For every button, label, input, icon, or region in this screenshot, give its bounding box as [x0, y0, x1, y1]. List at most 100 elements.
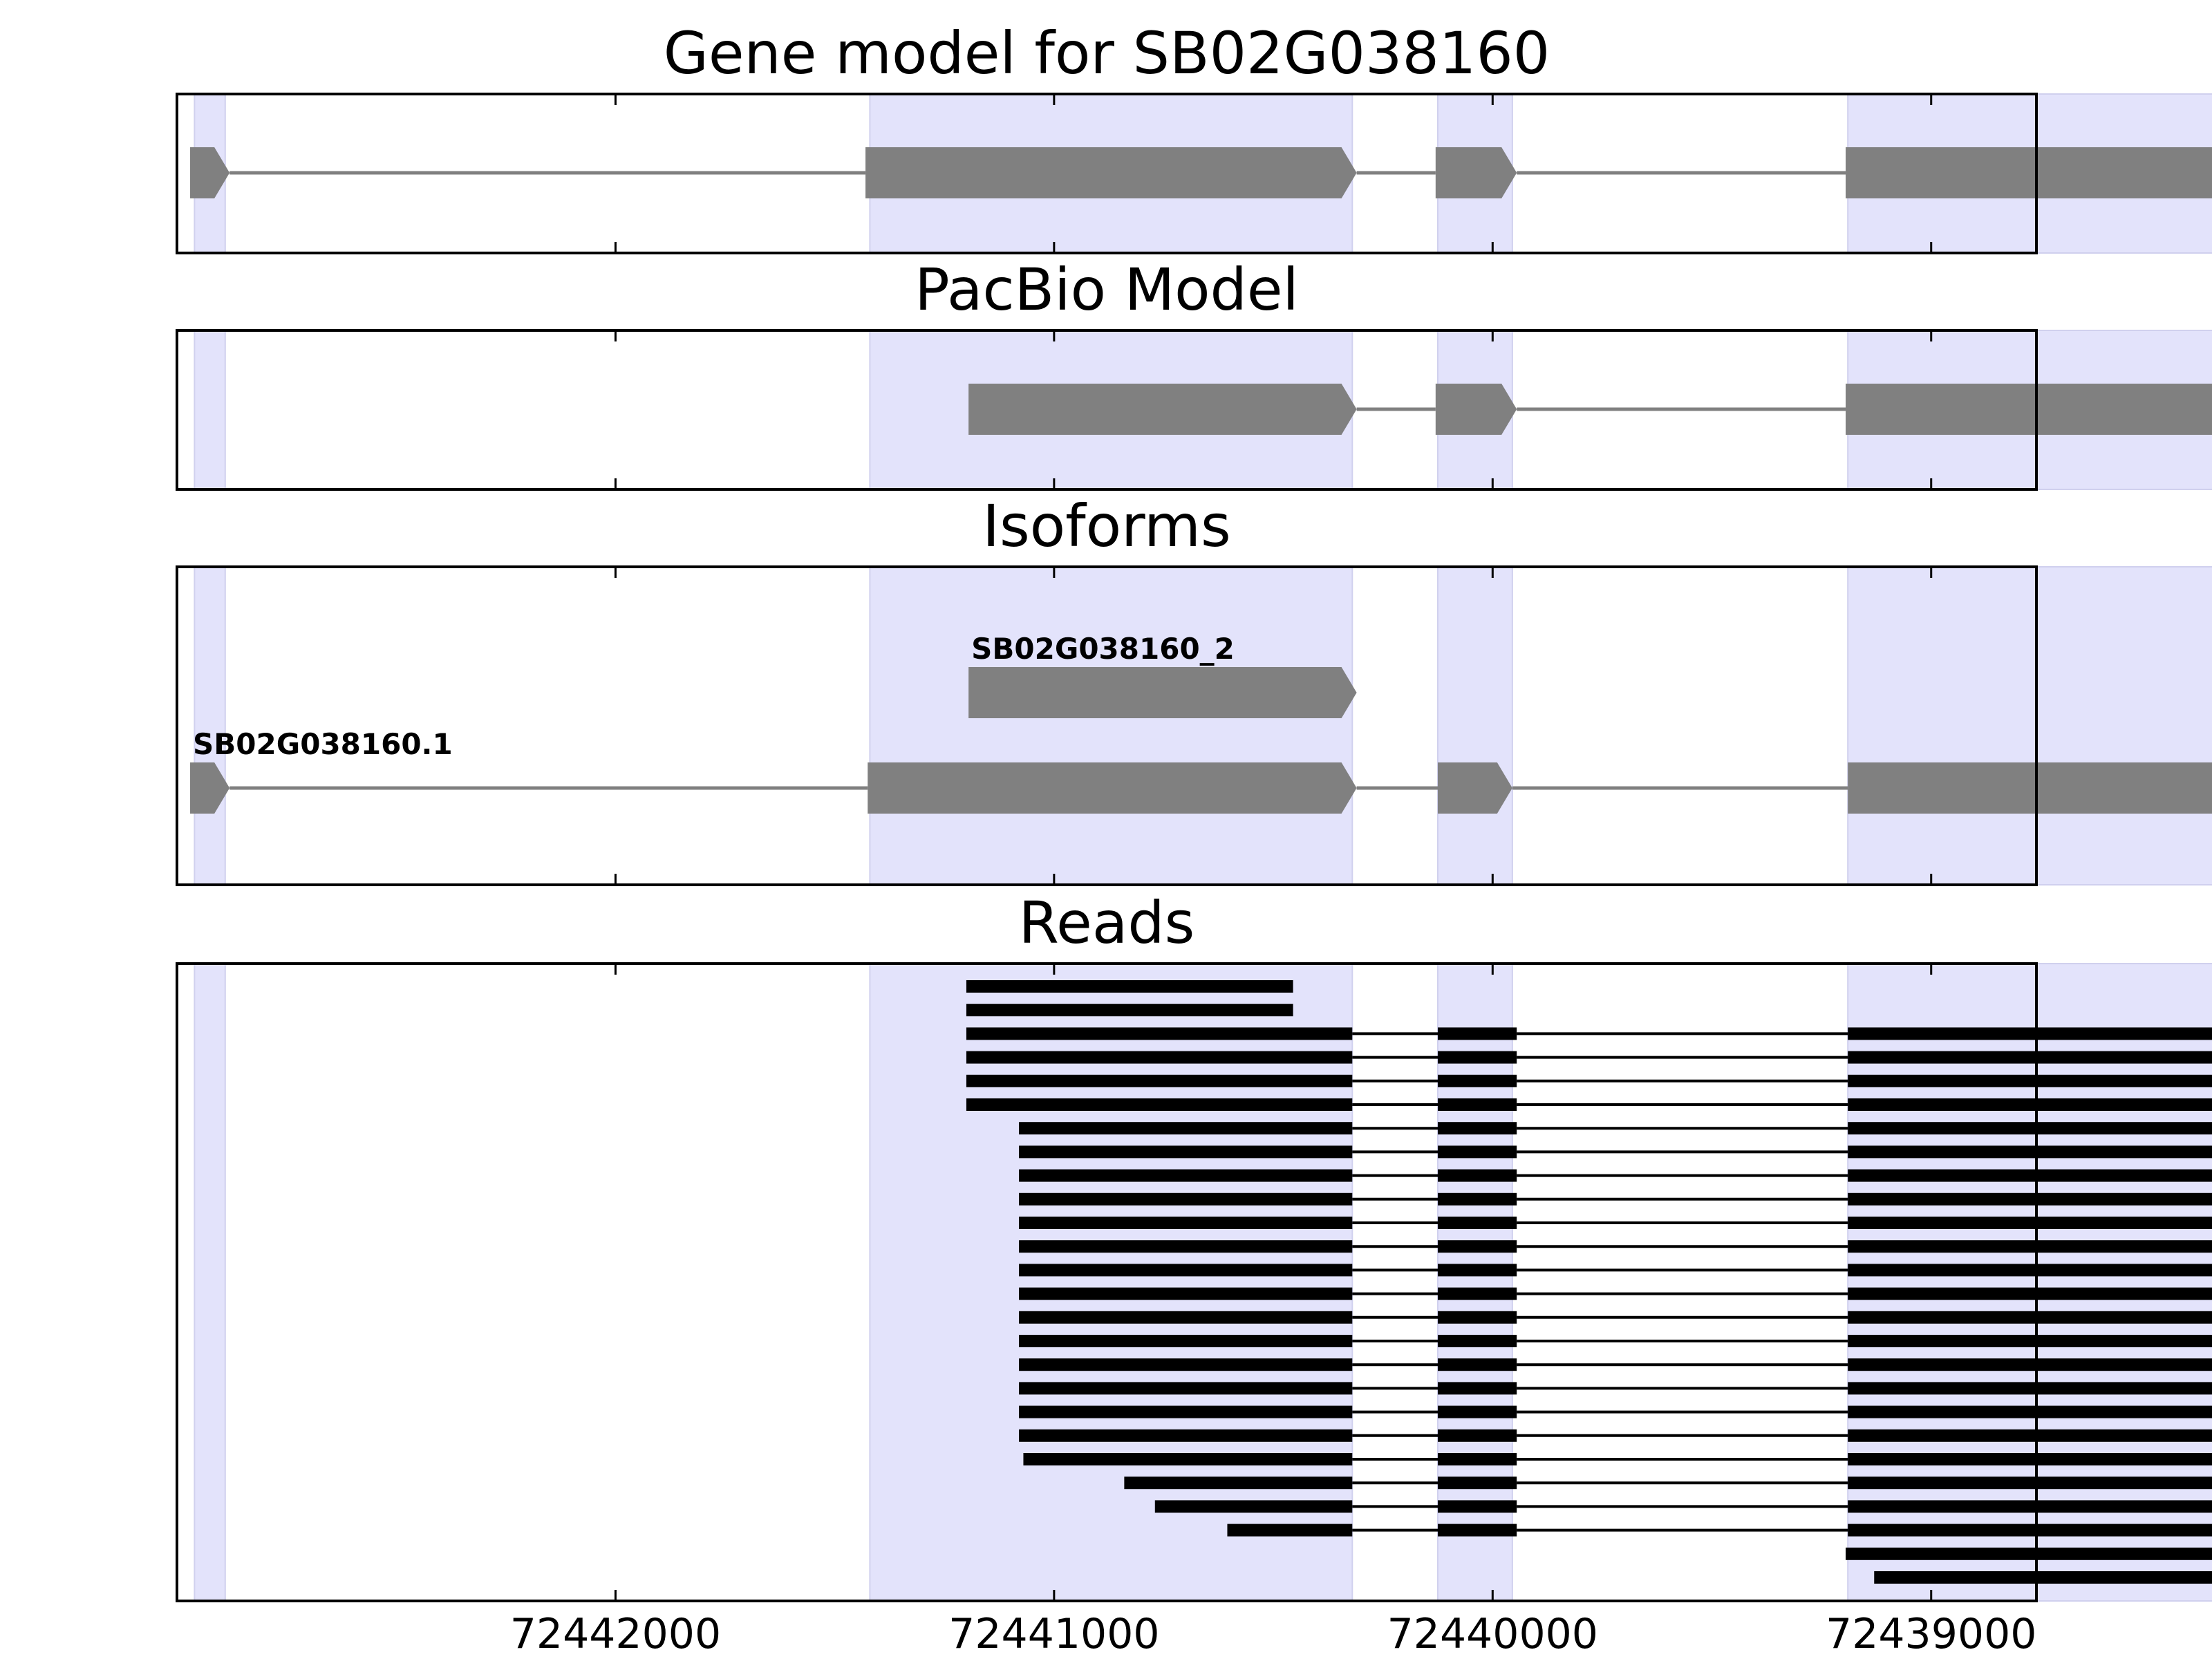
- exon-block: [1846, 384, 2212, 435]
- read-segment: [1019, 1358, 1353, 1371]
- exon-region-band: [194, 330, 226, 490]
- read-segment: [1019, 1429, 1353, 1442]
- read-segment: [1019, 1264, 1353, 1277]
- panel-frame: [176, 93, 2038, 254]
- read-segment: [1437, 1287, 1517, 1300]
- exon-block: [868, 762, 1357, 814]
- panel-frames: [176, 93, 2038, 1602]
- read-segment: [1437, 1027, 1517, 1040]
- read-segment: [1437, 1098, 1517, 1111]
- exon-region-band: [1847, 566, 2212, 885]
- read-segment: [1227, 1524, 1353, 1537]
- panel-frame: [176, 565, 2038, 886]
- read-segment: [1437, 1477, 1517, 1490]
- exon-block: [968, 384, 1357, 435]
- read-segment: [1019, 1240, 1353, 1253]
- read-segment: [966, 1051, 1353, 1064]
- read-segment: [1023, 1453, 1353, 1465]
- read-segment: [1846, 1547, 2212, 1560]
- read-segment: [1437, 1311, 1517, 1324]
- read-segment: [1437, 1217, 1517, 1229]
- panel-title: PacBio Model: [915, 256, 1299, 324]
- read-segment: [1437, 1405, 1517, 1418]
- read-segment: [1848, 1122, 2212, 1135]
- read-segment: [1848, 1098, 2212, 1111]
- panel-title: Gene model for SB02G038160: [664, 19, 1550, 87]
- read-segment: [1437, 1145, 1517, 1159]
- exon-region-band: [1436, 566, 1513, 885]
- read-segment: [1437, 1500, 1517, 1513]
- read-segment: [1848, 1429, 2212, 1442]
- exon-region-band: [869, 566, 1353, 885]
- panel-frame: [176, 329, 2038, 491]
- read-segment: [1848, 1335, 2212, 1347]
- read-segment: [1848, 1477, 2212, 1490]
- read-segment: [1437, 1122, 1517, 1135]
- exon-block: [1435, 384, 1517, 435]
- exon-block: [1848, 762, 2212, 814]
- read-segment: [1437, 1264, 1517, 1277]
- read-segment: [1848, 1051, 2212, 1064]
- read-segment: [1848, 1264, 2212, 1277]
- read-segment: [1019, 1145, 1353, 1159]
- read-segment: [1437, 1192, 1517, 1206]
- isoform-label: SB02G038160_2: [971, 632, 1235, 666]
- read-segment: [1848, 1027, 2212, 1040]
- read-segment: [1019, 1217, 1353, 1229]
- read-segment: [1848, 1287, 2212, 1300]
- read-segment: [1848, 1074, 2212, 1087]
- panel-title: Reads: [1019, 889, 1195, 957]
- read-segment: [1437, 1453, 1517, 1465]
- feature-marks: [190, 147, 2212, 1584]
- read-segment: [1848, 1358, 2212, 1371]
- read-segment: [1019, 1192, 1353, 1206]
- read-segment: [1437, 1335, 1517, 1347]
- read-segment: [966, 980, 1293, 993]
- read-segment: [1848, 1311, 2212, 1324]
- exon-block: [865, 147, 1357, 198]
- read-segment: [1124, 1477, 1353, 1490]
- read-segment: [1437, 1240, 1517, 1253]
- exon-block: [190, 147, 230, 198]
- read-segment: [1019, 1311, 1353, 1324]
- read-segment: [1437, 1169, 1517, 1182]
- read-segment: [966, 1027, 1353, 1040]
- exon-region-band: [869, 963, 1353, 1602]
- exon-block: [1437, 762, 1512, 814]
- read-segment: [1848, 1145, 2212, 1159]
- exon-block: [190, 762, 230, 814]
- isoform-label: SB02G038160.1: [193, 727, 453, 761]
- read-segment: [966, 1098, 1353, 1111]
- read-segment: [966, 1004, 1293, 1017]
- x-tick-label: 72442000: [510, 1610, 721, 1658]
- read-segment: [1848, 1453, 2212, 1465]
- read-segment: [966, 1074, 1353, 1087]
- read-segment: [1019, 1169, 1353, 1182]
- read-segment: [1437, 1429, 1517, 1442]
- x-tick-label: 72439000: [1826, 1610, 2036, 1658]
- read-segment: [1848, 1240, 2212, 1253]
- text-labels: Gene model for SB02G038160 PacBio Model SB…: [193, 19, 2036, 1658]
- read-segment: [1437, 1051, 1517, 1064]
- exon-region-band: [194, 566, 226, 885]
- x-tick-label: 72440000: [1387, 1610, 1598, 1658]
- read-segment: [1848, 1217, 2212, 1229]
- read-segment: [1848, 1405, 2212, 1418]
- exon-block: [1846, 147, 2212, 198]
- read-segment: [1437, 1524, 1517, 1537]
- exon-region-band: [1847, 963, 2212, 1602]
- read-segment: [1019, 1335, 1353, 1347]
- read-segment: [1848, 1382, 2212, 1395]
- read-segment: [1019, 1287, 1353, 1300]
- read-segment: [1437, 1358, 1517, 1371]
- exon-block: [968, 667, 1357, 718]
- panel-frame: [176, 962, 2038, 1602]
- exon-region-band: [194, 963, 226, 1602]
- x-tick-label: 72441000: [948, 1610, 1159, 1658]
- read-segment: [1848, 1500, 2212, 1513]
- read-segment: [1437, 1382, 1517, 1395]
- read-segment: [1154, 1500, 1353, 1513]
- read-segment: [1848, 1169, 2212, 1182]
- exon-block: [1435, 147, 1517, 198]
